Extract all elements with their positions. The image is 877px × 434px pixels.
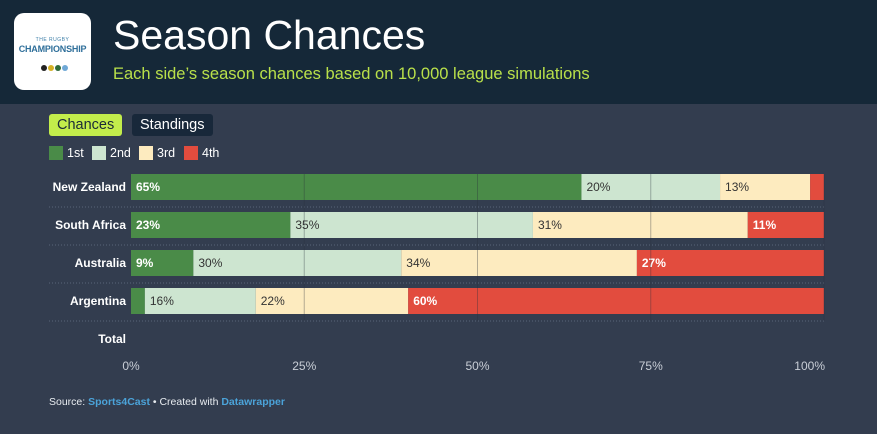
data-label: 27% (642, 256, 666, 270)
legend-swatch-2nd (92, 146, 106, 160)
datawrapper-link[interactable]: Datawrapper (221, 396, 285, 408)
bar-segment-3rd (255, 288, 409, 314)
page-subtitle: Each side’s season chances based on 10,0… (113, 65, 590, 83)
row-label-new-zealand: New Zealand (52, 180, 126, 194)
bar-segment-1st (131, 250, 194, 276)
logo-big-text: CHAMPIONSHIP (18, 44, 87, 54)
row-label-australia: Australia (74, 256, 126, 270)
x-tick-label: 100% (794, 359, 825, 373)
bar-segment-4th (636, 250, 824, 276)
total-label: Total (98, 332, 126, 346)
data-label: 60% (413, 294, 437, 308)
rugby-championship-logo: THE RUGBY CHAMPIONSHIP (14, 13, 91, 90)
source-link[interactable]: Sports4Cast (88, 396, 150, 408)
page-title: Season Chances (113, 12, 426, 58)
legend-label-4th: 4th (202, 146, 220, 160)
tab-standings[interactable]: Standings (132, 114, 213, 136)
data-label: 35% (295, 218, 319, 232)
row-label-south-africa: South Africa (55, 218, 126, 232)
data-label: 22% (261, 294, 285, 308)
created-with-text: • Created with (149, 396, 222, 408)
legend-label-1st: 1st (67, 146, 84, 160)
bar-segment-3rd (401, 250, 637, 276)
row-label-argentina: Argentina (69, 294, 126, 308)
tab-chances[interactable]: Chances (49, 114, 123, 136)
data-label: 65% (136, 180, 160, 194)
bar-segment-2nd (581, 174, 721, 200)
data-label: 23% (136, 218, 160, 232)
x-tick-label: 0% (122, 359, 140, 373)
x-tick-label: 50% (465, 359, 489, 373)
header: THE RUGBY CHAMPIONSHIP Season Chances Ea… (0, 0, 877, 104)
team-crests-icon (41, 58, 71, 71)
bar-segment-4th (408, 288, 824, 314)
data-label: 9% (136, 256, 154, 270)
data-label: 34% (406, 256, 430, 270)
bar-segment-1st (131, 212, 291, 238)
data-label: 13% (725, 180, 749, 194)
bar-segment-1st (131, 288, 145, 314)
legend-swatch-4th (184, 146, 198, 160)
bar-segment-3rd (532, 212, 748, 238)
bar-segment-2nd (290, 212, 533, 238)
legend-label-2nd: 2nd (110, 146, 131, 160)
bar-segment-4th (747, 212, 824, 238)
bar-segment-2nd (144, 288, 256, 314)
data-label: 30% (198, 256, 222, 270)
legend-swatch-1st (49, 146, 63, 160)
data-label: 16% (150, 294, 174, 308)
logo-small-text: THE RUGBY (35, 37, 70, 43)
x-tick-label: 75% (639, 359, 663, 373)
data-label: 20% (586, 180, 610, 194)
source-note: Source: Sports4Cast • Created with Dataw… (49, 396, 285, 408)
bar-segment-4th (810, 174, 824, 200)
data-label: 31% (538, 218, 562, 232)
legend-label-3rd: 3rd (157, 146, 176, 160)
legend-swatch-3rd (139, 146, 153, 160)
source-prefix: Source: (49, 396, 89, 408)
x-tick-label: 25% (292, 359, 316, 373)
bar-segment-1st (131, 174, 582, 200)
bar-segment-2nd (193, 250, 402, 276)
bar-segment-3rd (720, 174, 811, 200)
data-label: 11% (753, 218, 777, 232)
